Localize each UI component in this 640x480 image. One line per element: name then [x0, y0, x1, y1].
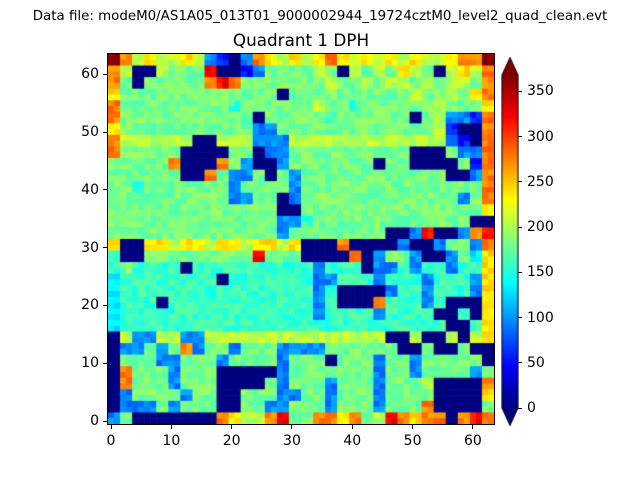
x-axis-tick-label: 60 [463, 433, 482, 449]
y-axis-tick [103, 420, 107, 422]
colorbar-tick-label: 200 [527, 219, 554, 236]
colorbar-tick-label: 250 [527, 173, 554, 190]
colorbar-tick [518, 407, 522, 409]
y-axis-tick-label: 0 [90, 413, 99, 430]
y-axis-tick-label: 60 [81, 66, 99, 83]
colorbar-tick-label: 100 [527, 309, 554, 326]
colorbar-tick [518, 362, 522, 364]
colorbar-tick-label: 300 [527, 128, 554, 145]
x-axis-tick [412, 425, 414, 429]
y-axis-tick [103, 189, 107, 191]
x-axis-tick-label: 0 [106, 433, 116, 449]
data-file-annotation: Data file: modeM0/AS1A05_013T01_90000029… [32, 9, 608, 24]
colorbar-tick [518, 181, 522, 183]
colorbar [501, 57, 519, 426]
colorbar-tick [518, 90, 522, 92]
x-axis-tick-label: 10 [162, 433, 181, 449]
y-axis-tick-label: 30 [81, 239, 99, 256]
colorbar-tick-label: 350 [527, 83, 554, 100]
y-axis-tick-label: 20 [81, 297, 99, 314]
x-axis-tick-label: 40 [343, 433, 362, 449]
colorbar-tick [518, 136, 522, 138]
y-axis-tick-label: 40 [81, 181, 99, 198]
heatmap-image [108, 54, 494, 424]
y-axis-tick [103, 304, 107, 306]
y-axis-tick [103, 247, 107, 249]
y-axis-tick [103, 73, 107, 75]
x-axis-tick-label: 50 [403, 433, 422, 449]
x-axis-tick-label: 30 [283, 433, 301, 449]
x-axis-tick [351, 425, 353, 429]
y-axis-tick [103, 362, 107, 364]
x-axis-tick [291, 425, 293, 429]
colorbar-tick-label: 50 [527, 354, 545, 371]
axes-frame [107, 53, 495, 425]
colorbar-tick-label: 0 [527, 400, 536, 416]
colorbar-tick-label: 150 [527, 264, 554, 281]
colorbar-tick [518, 271, 522, 273]
y-axis-tick [103, 131, 107, 133]
x-axis-tick [170, 425, 172, 429]
y-axis-tick-label: 50 [81, 124, 99, 141]
y-axis-tick-label: 10 [81, 355, 99, 372]
x-axis-tick-label: 20 [222, 433, 241, 449]
plot-title: Quadrant 1 DPH [232, 30, 370, 50]
colorbar-tick [518, 226, 522, 228]
x-axis-tick [110, 425, 112, 429]
x-axis-tick [472, 425, 474, 429]
x-axis-tick [231, 425, 233, 429]
colorbar-tick [518, 317, 522, 318]
